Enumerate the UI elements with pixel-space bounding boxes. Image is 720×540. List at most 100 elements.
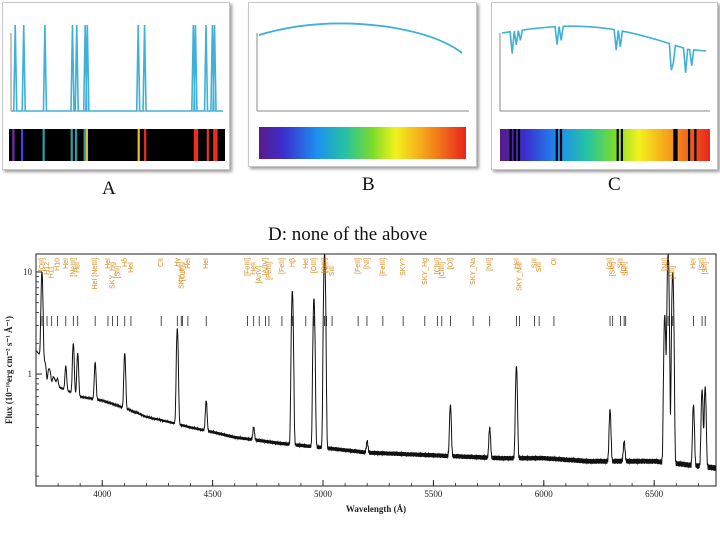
option-a-spectrum bbox=[9, 24, 225, 161]
absorption-line bbox=[513, 129, 516, 161]
option-b-panel[interactable] bbox=[248, 2, 477, 167]
plot-frame bbox=[35, 253, 717, 487]
continuum-curve bbox=[258, 22, 463, 54]
x-tick-label: 6500 bbox=[645, 489, 664, 499]
emission-line bbox=[144, 129, 147, 161]
line-id-label: HeII bbox=[251, 262, 258, 275]
line-id-label: SiII bbox=[532, 258, 539, 268]
line-id-label: HeI bbox=[185, 258, 192, 269]
line-id-label: HeI bbox=[203, 258, 210, 269]
absorption-line bbox=[555, 129, 558, 161]
line-id-label: [NI] bbox=[364, 258, 371, 269]
line-id-label: [SII] bbox=[702, 262, 709, 275]
option-c-spectrum bbox=[499, 25, 710, 161]
line-id-label: SKY_Hg bbox=[110, 262, 117, 289]
line-id-label: H12 bbox=[44, 262, 51, 275]
absorption-line bbox=[620, 129, 623, 161]
line-id-label: HeI bbox=[75, 262, 82, 273]
line-id-label: [FeII] bbox=[355, 258, 362, 274]
line-id-label: HeI bbox=[128, 262, 135, 273]
line-id-label: [NII] bbox=[487, 258, 494, 271]
emission-line bbox=[70, 129, 73, 161]
emission-band bbox=[9, 129, 225, 161]
line-id-label: [OI] bbox=[447, 258, 454, 269]
line-id-label: [SII] bbox=[699, 258, 706, 271]
line-id-label: [OII] bbox=[39, 258, 46, 271]
x-tick-label: 4500 bbox=[204, 489, 223, 499]
line-id-label: [ClIII] bbox=[434, 258, 441, 274]
emission-line bbox=[195, 129, 199, 161]
line-id-label: [OI] bbox=[607, 258, 614, 269]
line-id-label: HeI bbox=[63, 258, 70, 269]
line-id-label: [NeIII] bbox=[70, 258, 77, 277]
line-id-label: SKY_NaI bbox=[517, 262, 524, 291]
absorption-line bbox=[517, 129, 521, 161]
line-id-label: [ArIV] bbox=[263, 258, 270, 276]
line-id-label: SiII bbox=[623, 266, 630, 276]
option-c-label: C bbox=[608, 174, 621, 195]
emission-line bbox=[74, 129, 78, 161]
line-id-label: [NII] bbox=[662, 258, 669, 271]
y-tick-label: 10 bbox=[23, 267, 33, 277]
line-id-label: H10 bbox=[55, 258, 62, 271]
option-d-label[interactable]: D: none of the above bbox=[268, 224, 428, 245]
line-id-label: HeI bbox=[303, 258, 310, 269]
line-id-label: HeI bbox=[690, 258, 697, 269]
emission-line bbox=[213, 129, 216, 161]
line-id-label: HeI [NeIII] bbox=[92, 258, 99, 290]
line-id-label: [FeIII] bbox=[380, 258, 387, 276]
nebula-spectrum-chart: 4000 4500 5000 5500 6000 6500 1 10 Wavelength (Å… bbox=[4, 253, 717, 514]
absorption-profile bbox=[501, 25, 707, 73]
line-id-label: [ClIII] bbox=[439, 262, 446, 278]
emission-line bbox=[42, 129, 45, 161]
x-tick-label: 6000 bbox=[535, 489, 554, 499]
line-id-label: [FeIII] bbox=[266, 262, 273, 280]
line-id-label: SKY_Na bbox=[470, 258, 477, 285]
spectrum-line bbox=[35, 253, 717, 472]
emission-line bbox=[20, 129, 24, 161]
option-a-label: A bbox=[102, 178, 116, 199]
line-id-label: HeI bbox=[105, 258, 112, 269]
line-id-label: SKY? bbox=[400, 258, 407, 276]
emission-profile bbox=[11, 24, 223, 112]
line-id-label: SiII bbox=[329, 266, 336, 276]
emission-line bbox=[215, 129, 218, 161]
option-c-panel[interactable] bbox=[491, 2, 718, 170]
line-id-label: SiII bbox=[617, 258, 624, 268]
line-id-label: SKY_Hg bbox=[178, 262, 185, 289]
rainbow-band bbox=[500, 129, 710, 161]
line-id-label: Hδ bbox=[122, 258, 129, 267]
emission-line bbox=[12, 129, 15, 161]
line-id-label: [OIII] bbox=[179, 266, 186, 281]
y-tick-label: 1 bbox=[28, 369, 33, 379]
absorption-line bbox=[675, 129, 678, 161]
line-id-label: H11 bbox=[49, 266, 56, 278]
option-b-spectrum bbox=[256, 22, 469, 159]
absorption-line bbox=[688, 129, 691, 161]
line-id-label: Hα bbox=[665, 262, 672, 271]
emission-line bbox=[83, 129, 86, 161]
line-id-label: [FeII] bbox=[279, 258, 286, 274]
line-id-label: OI bbox=[551, 258, 558, 265]
line-id-label: [ArIV] bbox=[256, 266, 263, 284]
emission-line bbox=[137, 129, 140, 161]
option-a-panel[interactable] bbox=[2, 2, 230, 170]
absorption-line bbox=[509, 129, 512, 161]
x-tick-label: 5000 bbox=[314, 489, 333, 499]
line-id-label: HeI bbox=[513, 258, 520, 269]
absorption-line bbox=[673, 129, 676, 161]
line-id-label: [NII] bbox=[670, 266, 677, 279]
rainbow-band bbox=[259, 127, 466, 159]
line-id-label: SKY_Hg bbox=[422, 258, 429, 285]
line-id-label: [OIII] bbox=[311, 258, 318, 273]
x-tick-label: 5500 bbox=[424, 489, 443, 499]
line-id-label: CII bbox=[158, 258, 165, 267]
line-id-label: HeI bbox=[324, 262, 331, 273]
line-id-label: [OI] bbox=[621, 262, 628, 273]
line-id-label: Hγ bbox=[174, 258, 181, 267]
absorption-line bbox=[559, 129, 563, 161]
x-axis-title: Wavelength (Å) bbox=[346, 504, 406, 514]
line-id-label: [FeIII] bbox=[245, 258, 252, 276]
emission-line bbox=[206, 129, 209, 161]
x-tick-label: 4000 bbox=[93, 489, 112, 499]
